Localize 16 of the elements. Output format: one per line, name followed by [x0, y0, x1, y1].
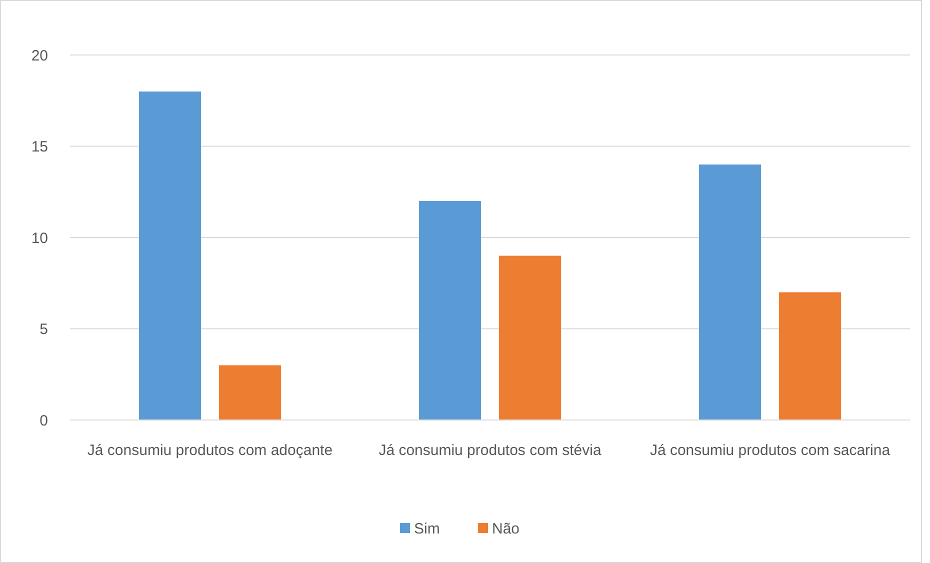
- bar: [139, 92, 201, 420]
- y-tick-label: 0: [40, 412, 48, 430]
- bar: [219, 365, 281, 420]
- y-tick-label: 15: [31, 138, 48, 156]
- bar: [699, 164, 761, 420]
- legend-label: Sim: [414, 520, 440, 538]
- x-tick-label: Já consumiu produtos com sacarina: [650, 442, 891, 459]
- legend-label: Não: [492, 520, 520, 538]
- y-tick-label: 10: [31, 230, 48, 247]
- x-tick-label: Já consumiu produtos com stévia: [378, 442, 602, 459]
- bar: [419, 201, 481, 420]
- y-tick-label: 20: [31, 47, 48, 64]
- bar: [779, 292, 841, 420]
- x-tick-label: Já consumiu produtos com adoçante: [87, 442, 333, 459]
- bar: [499, 256, 561, 420]
- y-tick-label: 5: [40, 321, 48, 338]
